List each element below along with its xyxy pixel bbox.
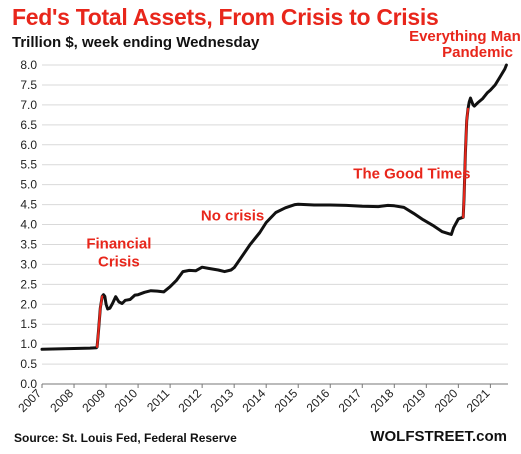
y-tick-label: 0.0 (20, 377, 37, 391)
x-tick-label: 2008 (47, 386, 76, 415)
y-tick-label: 8.0 (20, 58, 37, 72)
series-line (40, 63, 508, 351)
y-tick-label: 2.0 (20, 297, 37, 311)
y-tick-label: 5.0 (20, 178, 37, 192)
x-tick-label: 2014 (240, 386, 269, 415)
y-tick-label: 3.0 (20, 257, 37, 271)
chart-title: Fed's Total Assets, From Crisis to Crisi… (12, 4, 439, 30)
chart-annotation: Pandemic (442, 44, 513, 61)
source-note: Source: St. Louis Fed, Federal Reserve (14, 431, 237, 445)
x-tick-label: 2021 (464, 386, 493, 415)
y-tick-label: 6.5 (20, 118, 37, 132)
y-tick-label: 2.5 (20, 277, 37, 291)
y-tick-label: 1.0 (20, 337, 37, 351)
x-tick-label: 2012 (175, 386, 204, 415)
x-tick-label: 2017 (336, 386, 365, 415)
crisis-jump-segment (96, 295, 104, 348)
brand-label: WOLFSTREET.com (370, 428, 507, 445)
x-tick-label: 2010 (111, 386, 140, 415)
chart-subtitle: Trillion $, week ending Wednesday (12, 34, 260, 51)
y-tick-label: 7.0 (20, 98, 37, 112)
x-tick-label: 2009 (79, 386, 108, 415)
x-tick-label: 2011 (144, 386, 172, 414)
chart-annotation: Financial (86, 235, 151, 252)
x-tick-label: 2016 (304, 386, 333, 415)
chart-annotation: No crisis (201, 208, 264, 225)
chart-annotation: The Good Times (353, 166, 470, 183)
chart-annotation: Crisis (98, 253, 140, 270)
y-tick-label: 1.5 (20, 317, 37, 331)
x-tick-label: 2015 (272, 386, 301, 415)
x-tick-label: 2018 (368, 386, 397, 415)
x-tick-label: 2019 (400, 386, 429, 415)
crisis-jump-segment (462, 107, 470, 219)
y-tick-label: 0.5 (20, 357, 37, 371)
y-tick-label: 6.0 (20, 138, 37, 152)
y-tick-label: 3.5 (20, 237, 37, 251)
y-tick-label: 7.5 (20, 78, 37, 92)
y-tick-label: 5.5 (20, 158, 37, 172)
x-tick-label: 2013 (208, 386, 237, 415)
x-tick-label: 2020 (432, 386, 461, 415)
chart-annotation: Everything Mania (409, 28, 521, 45)
y-tick-label: 4.0 (20, 218, 37, 232)
y-tick-label: 4.5 (20, 198, 37, 212)
